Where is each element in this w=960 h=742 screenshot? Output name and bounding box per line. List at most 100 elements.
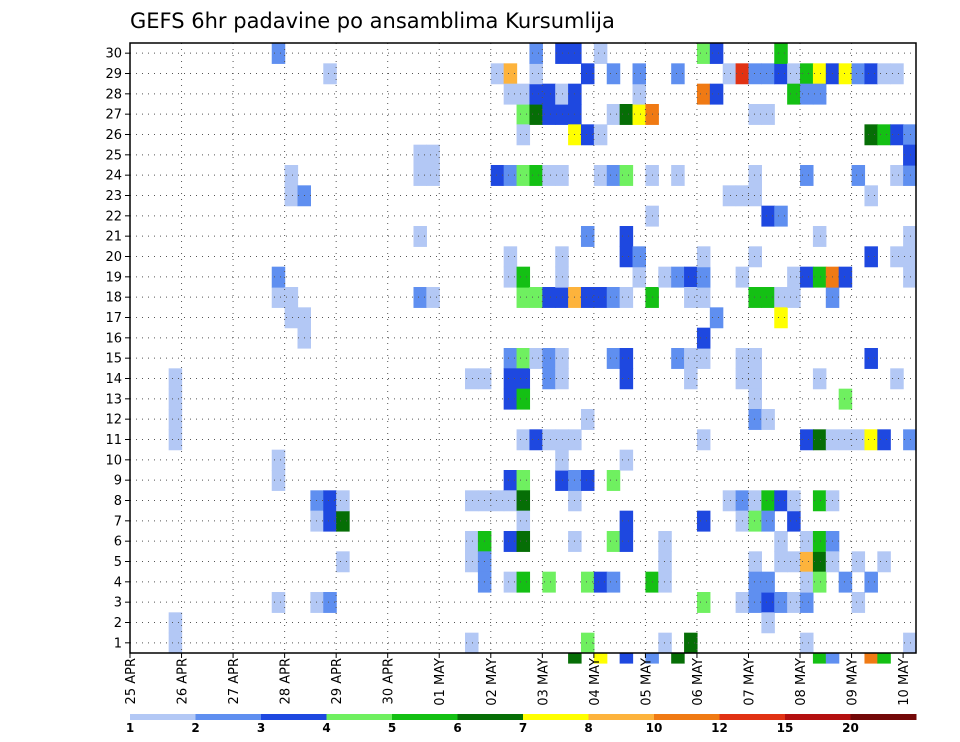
precip-cell	[593, 287, 608, 308]
precip-cell	[568, 653, 582, 664]
precip-cell	[787, 490, 801, 512]
cells-layer	[168, 43, 917, 664]
precip-cell	[336, 551, 350, 573]
precip-cell	[684, 287, 698, 308]
precip-cell	[593, 124, 608, 146]
precip-cell	[529, 287, 543, 308]
precip-cell	[812, 266, 827, 288]
y-tick-label: 19	[105, 270, 122, 285]
x-tick-label: 05 MAY	[639, 658, 654, 706]
precip-cell	[800, 63, 814, 85]
x-tick-label: 02 MAY	[485, 658, 500, 706]
precip-cell	[761, 104, 775, 125]
precip-cell	[645, 653, 659, 664]
precip-cell	[323, 510, 337, 532]
precip-cell	[851, 165, 866, 186]
precip-cell	[580, 124, 595, 146]
colorbar-label: 15	[777, 721, 794, 735]
precip-cell	[426, 165, 440, 186]
colorbar-label: 4	[322, 721, 330, 735]
precip-cell	[864, 571, 878, 593]
precip-cell	[336, 510, 350, 532]
colorbar-swatch	[654, 714, 720, 720]
colorbar-label: 2	[191, 721, 199, 735]
y-tick-label: 16	[105, 331, 122, 346]
x-tick-label: 03 MAY	[536, 658, 551, 706]
precip-cell	[787, 63, 801, 85]
precip-cell	[864, 653, 878, 664]
precip-cell	[800, 83, 814, 105]
precip-cell	[851, 551, 866, 573]
precip-cell	[812, 531, 827, 552]
precip-cell	[812, 226, 827, 247]
precip-cell	[800, 592, 814, 613]
precip-cell	[877, 653, 891, 664]
precip-cell	[748, 104, 762, 125]
precip-cell	[284, 165, 299, 186]
precip-cell	[529, 348, 543, 369]
precip-cell	[168, 368, 183, 390]
precip-cell	[748, 185, 762, 207]
precip-cell	[671, 165, 685, 186]
precip-cell	[606, 470, 621, 491]
precip-cell	[800, 165, 814, 186]
precip-cell	[787, 266, 801, 288]
plot-frame	[129, 42, 917, 654]
precip-cell	[168, 409, 183, 430]
precip-cell	[516, 490, 531, 512]
precip-cell	[761, 205, 775, 227]
precip-cell	[606, 531, 621, 552]
colorbar-label: 6	[453, 721, 461, 735]
x-tick-label: 08 MAY	[794, 658, 809, 706]
precip-cell	[503, 531, 518, 552]
precip-cell	[542, 368, 556, 390]
precip-cell	[490, 165, 505, 186]
colorbar-label: 7	[519, 721, 527, 735]
precip-cell	[761, 510, 775, 532]
precip-cell	[671, 266, 685, 288]
precip-cell	[890, 165, 904, 186]
colorbar-swatch	[130, 714, 196, 720]
precip-cell	[800, 429, 814, 451]
precip-cell	[555, 246, 569, 268]
y-axis: 1234567891011121314151617181920212223242…	[105, 47, 130, 651]
colorbar-label: 10	[646, 721, 663, 735]
precip-cell	[658, 551, 672, 573]
y-tick-label: 22	[105, 209, 122, 224]
precip-cell	[271, 470, 286, 491]
precip-cell	[465, 368, 479, 390]
y-tick-label: 10	[105, 453, 122, 468]
precip-cell	[284, 287, 299, 308]
precip-cell	[787, 510, 801, 532]
precip-cell	[284, 185, 299, 207]
precip-cell	[696, 246, 711, 268]
precip-cell	[619, 246, 634, 268]
grid-layer	[130, 43, 916, 653]
precip-cell	[516, 165, 531, 186]
colorbar-label: 3	[257, 721, 265, 735]
precip-cell	[748, 63, 762, 85]
precip-cell	[555, 449, 569, 471]
x-tick-label: 29 APR	[330, 658, 345, 704]
y-tick-label: 27	[105, 108, 122, 123]
y-tick-label: 7	[114, 514, 122, 529]
colorbar-label: 12	[711, 721, 728, 735]
colorbar-swatch	[523, 714, 589, 720]
precip-cell	[890, 124, 904, 146]
y-tick-label: 4	[114, 575, 122, 590]
precip-cell	[787, 592, 801, 613]
y-tick-label: 3	[114, 596, 122, 611]
precip-cell	[271, 266, 286, 288]
y-tick-label: 14	[105, 372, 122, 387]
x-tick-label: 25 APR	[124, 658, 139, 704]
precip-cell	[413, 165, 427, 186]
precip-cell	[903, 165, 917, 186]
precip-cell	[503, 368, 518, 390]
precip-cell	[684, 266, 698, 288]
precip-cell	[271, 449, 286, 471]
precip-cell	[903, 226, 917, 247]
precip-cell	[619, 449, 634, 471]
precip-cell	[516, 429, 531, 451]
precip-cell	[671, 348, 685, 369]
chart-title: GEFS 6hr padavine po ansamblima Kursumli…	[130, 9, 615, 33]
